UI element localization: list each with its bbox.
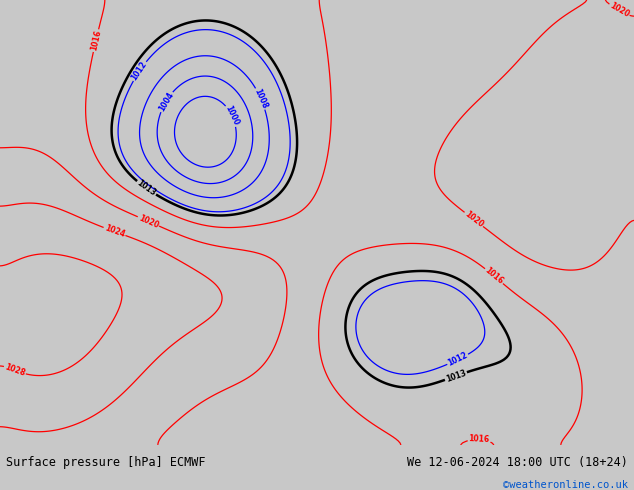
- Text: We 12-06-2024 18:00 UTC (18+24): We 12-06-2024 18:00 UTC (18+24): [407, 457, 628, 469]
- Text: Surface pressure [hPa] ECMWF: Surface pressure [hPa] ECMWF: [6, 457, 206, 469]
- Text: 1013: 1013: [444, 368, 467, 384]
- Text: 1024: 1024: [103, 224, 126, 240]
- Text: 1020: 1020: [137, 213, 160, 230]
- Text: 1016: 1016: [469, 435, 490, 444]
- Text: 1000: 1000: [223, 104, 240, 127]
- Text: 1004: 1004: [157, 90, 175, 113]
- Text: 1012: 1012: [130, 60, 149, 82]
- Text: ©weatheronline.co.uk: ©weatheronline.co.uk: [503, 480, 628, 490]
- Text: 1020: 1020: [608, 1, 630, 20]
- Text: 1008: 1008: [252, 87, 269, 110]
- Text: 1013: 1013: [135, 178, 157, 198]
- Text: 1016: 1016: [483, 266, 505, 286]
- Text: 1028: 1028: [3, 363, 26, 378]
- Text: 1016: 1016: [89, 29, 103, 52]
- Text: 1020: 1020: [463, 209, 485, 229]
- Text: 1012: 1012: [446, 351, 469, 368]
